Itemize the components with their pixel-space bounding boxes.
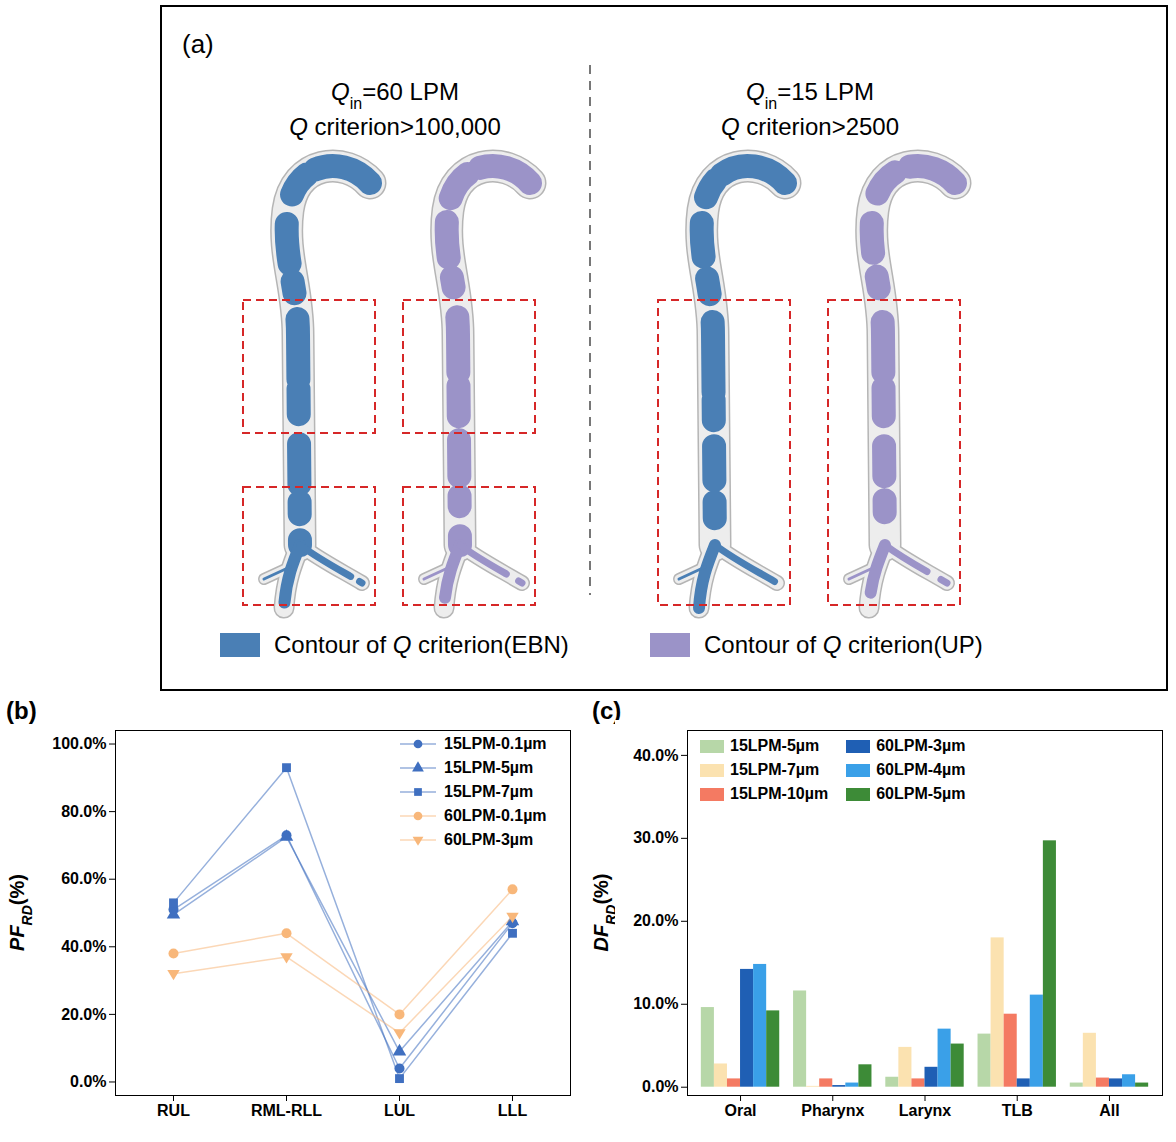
- svg-text:Contour of Q criterion(EBN): Contour of Q criterion(EBN): [274, 631, 569, 658]
- html-text:(c): (c): [592, 697, 622, 724]
- svg-text:Larynx: Larynx: [899, 1102, 952, 1119]
- html-text:60LPM-3µm: 60LPM-3µm: [444, 831, 534, 848]
- svg-text:20.0%: 20.0%: [61, 1006, 106, 1023]
- svg-text:Qin=60 LPM: Qin=60 LPM: [331, 78, 459, 112]
- svg-text:Pharynx: Pharynx: [801, 1102, 864, 1119]
- svg-text:Qin=15 LPM: Qin=15 LPM: [746, 78, 874, 112]
- svg-text:RML-RLL: RML-RLL: [251, 1102, 322, 1119]
- svg-text:20.0%: 20.0%: [633, 912, 678, 929]
- svg-text:80.0%: 80.0%: [61, 803, 106, 820]
- html-text:60LPM-4µm: 60LPM-4µm: [876, 761, 966, 778]
- svg-text:60.0%: 60.0%: [61, 870, 106, 887]
- svg-text:Q criterion>2500: Q criterion>2500: [721, 113, 899, 140]
- svg-text:Oral: Oral: [725, 1102, 757, 1119]
- html-text:(b): (b): [6, 697, 37, 724]
- html-text:15LPM-10µm: 15LPM-10µm: [730, 785, 829, 802]
- html-text:15LPM-0.1µm: 15LPM-0.1µm: [444, 735, 547, 752]
- svg-text:DFRD(%): DFRD(%): [590, 873, 618, 951]
- html-text:60LPM-0.1µm: 60LPM-0.1µm: [444, 807, 547, 824]
- svg-text:LUL: LUL: [384, 1102, 415, 1119]
- svg-text:(a): (a): [182, 29, 214, 59]
- html-text:15LPM-5µm: 15LPM-5µm: [444, 759, 534, 776]
- svg-text:All: All: [1099, 1102, 1119, 1119]
- html-text:60LPM-3µm: 60LPM-3µm: [876, 737, 966, 754]
- svg-text:100.0%: 100.0%: [52, 735, 106, 752]
- html-text:60LPM-5µm: 60LPM-5µm: [876, 785, 966, 802]
- svg-text:Contour of Q criterion(UP): Contour of Q criterion(UP): [704, 631, 983, 658]
- svg-text:0.0%: 0.0%: [70, 1073, 106, 1090]
- html-text:15LPM-5µm: 15LPM-5µm: [730, 737, 820, 754]
- svg-text:Q criterion>100,000: Q criterion>100,000: [289, 113, 500, 140]
- svg-text:30.0%: 30.0%: [633, 829, 678, 846]
- svg-text:RUL: RUL: [157, 1102, 190, 1119]
- svg-text:40.0%: 40.0%: [61, 938, 106, 955]
- svg-text:40.0%: 40.0%: [633, 747, 678, 764]
- svg-text:TLB: TLB: [1002, 1102, 1033, 1119]
- html-text:15LPM-7µm: 15LPM-7µm: [730, 761, 820, 778]
- svg-text:PFRD(%): PFRD(%): [6, 874, 34, 951]
- svg-text:0.0%: 0.0%: [642, 1078, 678, 1095]
- svg-text:10.0%: 10.0%: [633, 995, 678, 1012]
- svg-text:LLL: LLL: [498, 1102, 528, 1119]
- html-text:15LPM-7µm: 15LPM-7µm: [444, 783, 534, 800]
